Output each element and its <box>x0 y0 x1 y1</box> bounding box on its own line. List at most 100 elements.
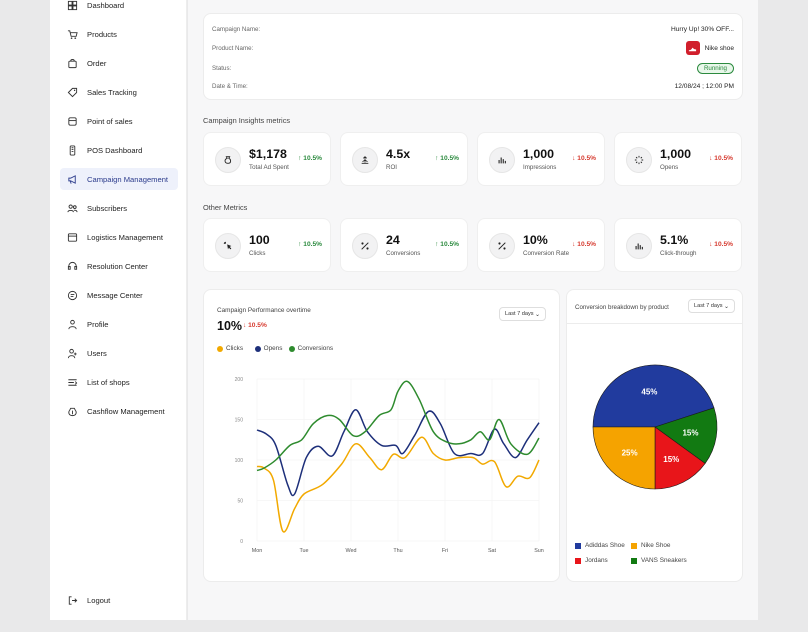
performance-range-dropdown[interactable]: Last 7 days ⌄ <box>499 307 546 321</box>
shoe-thumbnail-icon <box>685 41 700 55</box>
sidebar-item-profile[interactable]: Profile <box>60 313 178 335</box>
sidebar-item-label: Cashflow Management <box>87 406 165 416</box>
sidebar-item-subscribers[interactable]: Subscribers <box>60 197 178 219</box>
sidebar: Dashboard Products Order Sales Tracking Poin… <box>50 0 187 620</box>
date-label: Date & Time: <box>212 82 248 90</box>
sidebar-item-label: Resolution Center <box>87 261 148 271</box>
status-row: Status: Running <box>212 61 734 75</box>
sidebar-item-label: Logistics Management <box>87 232 163 242</box>
metric-label: Conversion Rate <box>523 250 570 257</box>
metric-value: 4.5x <box>386 147 411 161</box>
metric-label: Opens <box>660 164 679 171</box>
date-value: 12/08/24 ; 12:00 PM <box>674 82 734 90</box>
megaphone-icon <box>66 173 78 185</box>
metric-card-impressions: 1,000 Impressions ↓ 10.5% <box>477 132 605 186</box>
metric-label: ROI <box>386 164 398 171</box>
legend-swatch <box>575 557 581 564</box>
performance-card: Campaign Performance overtime 10% ↓ 10.5… <box>203 289 560 582</box>
sidebar-item-point-of-sales[interactable]: Point of sales <box>60 110 178 132</box>
metric-change: ↑ 10.5% <box>435 155 459 162</box>
sidebar-item-order[interactable]: Order <box>60 52 178 74</box>
sidebar-item-label: Products <box>87 29 117 39</box>
sidebar-item-resolution-center[interactable]: Resolution Center <box>60 255 178 277</box>
pie-slice-nike-shoe <box>592 426 656 490</box>
chat-icon <box>66 289 78 301</box>
legend-swatch <box>217 345 223 352</box>
x-tick-label: Tue <box>299 548 308 554</box>
legend-swatch <box>631 557 637 564</box>
pie-slice-jordans <box>654 426 706 490</box>
sidebar-item-label: Sales Tracking <box>87 87 137 97</box>
legend-item-clicks: Clicks <box>217 345 243 352</box>
sidebar-item-cashflow-management[interactable]: Cashflow Management <box>60 400 178 422</box>
campaign-name-label: Campaign Name: <box>212 25 261 33</box>
bars-icon <box>626 233 652 259</box>
x-tick-label: Mon <box>252 548 263 554</box>
metric-change: ↓ 10.5% <box>572 155 596 162</box>
x-tick-label: Sun <box>534 548 544 554</box>
sidebar-item-label: Profile <box>87 319 109 329</box>
metric-change: ↓ 10.5% <box>709 241 733 248</box>
status-badge: Running <box>696 62 734 74</box>
arrow-down-icon: ↓ <box>709 155 713 162</box>
store-icon <box>66 115 78 127</box>
headset-icon <box>66 260 78 272</box>
truck-icon <box>66 231 78 243</box>
performance-headline: 10% <box>217 319 243 333</box>
legend-item-adiddas-shoe: Adiddas Shoe <box>575 542 625 549</box>
metric-change-value: 10.5% <box>577 155 596 162</box>
metric-change: ↑ 10.5% <box>298 155 322 162</box>
metric-card-conversion-rate: 10% Conversion Rate ↓ 10.5% <box>477 218 605 272</box>
grid-icon <box>66 0 78 11</box>
legend-label: Clicks <box>226 345 244 352</box>
sidebar-item-campaign-management[interactable]: Campaign Management <box>60 168 178 190</box>
sidebar-item-message-center[interactable]: Message Center <box>60 284 178 306</box>
conversion-range-dropdown[interactable]: Last 7 days ⌄ <box>688 299 735 313</box>
sidebar-item-label: Point of sales <box>87 116 133 126</box>
sidebar-item-dashboard[interactable]: Dashboard <box>60 0 178 16</box>
sidebar-item-pos-dashboard[interactable]: POS Dashboard <box>60 139 178 161</box>
metric-card-roi: 4.5x ROI ↑ 10.5% <box>340 132 468 186</box>
metric-change: ↑ 10.5% <box>298 241 322 248</box>
performance-range-value: Last 7 days <box>505 311 534 317</box>
arrow-up-icon: ↑ <box>298 241 302 248</box>
date-row: Date & Time: 12/08/24 ; 12:00 PM <box>212 79 734 93</box>
sidebar-item-users[interactable]: Users <box>60 342 178 364</box>
legend-item-conversions: Conversions <box>288 345 333 352</box>
metric-change-value: 10.5% <box>440 155 459 162</box>
performance-change: ↓ 10.5% <box>243 322 267 329</box>
metric-label: Total Ad Spent <box>249 164 289 171</box>
sidebar-item-label: Message Center <box>87 290 143 300</box>
y-tick-label: 150 <box>235 417 244 423</box>
metric-card-opens: 1,000 Opens ↓ 10.5% <box>614 132 742 186</box>
sidebar-item-label: Users <box>87 348 107 358</box>
sidebar-item-products[interactable]: Products <box>60 23 178 45</box>
sidebar-item-list-of-shops[interactable]: List of shops <box>60 371 178 393</box>
tag-icon <box>66 86 78 98</box>
product-name-row: Product Name: Nike shoe <box>212 41 734 55</box>
sidebar-item-logistics-management[interactable]: Logistics Management <box>60 226 178 248</box>
arrow-down-icon: ↓ <box>709 241 713 248</box>
metric-change-value: 10.5% <box>577 241 596 248</box>
logout-button[interactable]: Logout <box>60 589 178 611</box>
legend-item-jordans: Jordans <box>575 557 608 564</box>
performance-title: Campaign Performance overtime <box>217 307 311 314</box>
status-label: Status: <box>212 64 232 72</box>
user-icon <box>66 318 78 330</box>
y-tick-label: 200 <box>235 377 244 383</box>
logout-icon <box>66 594 78 606</box>
metric-card-click-through: 5.1% Click-through ↓ 10.5% <box>614 218 742 272</box>
campaign-name-value: Hurry Up! 30% OFF... <box>670 25 734 33</box>
conversion-card: Conversion breakdown by product Last 7 d… <box>566 289 743 582</box>
arrow-up-icon: ↑ <box>435 241 439 248</box>
percent-icon <box>352 233 378 259</box>
metric-change-value: 10.5% <box>303 155 322 162</box>
legend-item-nike-shoe: Nike Shoe <box>631 542 671 549</box>
sidebar-item-label: Order <box>87 58 107 68</box>
legend-swatch <box>288 345 295 352</box>
sidebar-item-sales-tracking[interactable]: Sales Tracking <box>60 81 178 103</box>
legend-label: Jordans <box>585 557 608 564</box>
x-tick-label: Sat <box>488 548 497 554</box>
campaign-info-card: Campaign Name: Hurry Up! 30% OFF... Prod… <box>203 13 743 100</box>
legend-item-vans-sneakers: VANS Sneakers <box>631 557 687 564</box>
